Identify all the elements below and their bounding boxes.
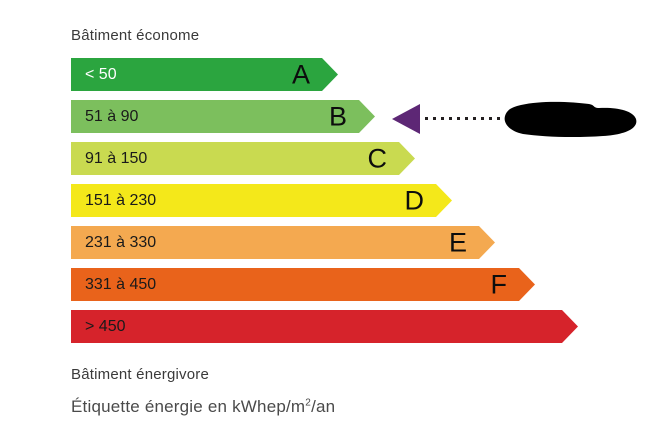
bar-arrow-shape [71,226,495,259]
bar-range-label: 51 à 90 [85,107,139,125]
energy-class-bar-c: 91 à 150 C [71,142,415,175]
energy-class-bar-a: < 50 A [71,58,338,91]
units-prefix: Étiquette énergie en kWhep/m [71,397,306,416]
bar-range-label: 91 à 150 [85,149,148,167]
bar-arrow-shape [71,58,338,91]
left-triangle-icon [392,104,420,134]
bar-class-letter-f: F [490,269,508,299]
caption-energy-intensive-building: Bâtiment énergivore [71,366,210,383]
bar-class-letter-a: A [291,59,310,89]
caption-economical-building: Bâtiment économe [71,27,200,44]
bar-class-letter-c: C [367,143,388,173]
energy-class-bar-b: 51 à 90 B [71,100,375,133]
energy-class-bar-e: 231 à 330 E [71,226,495,259]
bar-range-label: > 450 [85,317,126,335]
dotted-leader-line [425,117,507,120]
bar-class-letter-d: D [404,185,425,215]
bar-arrow-shape [71,268,535,301]
bar-arrow-shape [71,184,452,217]
units-caption: Étiquette énergie en kWhep/m2/an [71,397,335,417]
energy-class-bar-d: 151 à 230 D [71,184,452,217]
redaction-blob [504,101,637,138]
bar-class-letter-e: E [448,227,467,257]
bar-range-label: < 50 [85,65,117,83]
energy-class-bar-g: > 450 [71,310,578,343]
bar-class-letter-b: B [328,101,347,131]
bar-arrow-shape [71,100,375,133]
bar-range-label: 231 à 330 [85,233,157,251]
units-exponent: 2 [305,397,312,409]
energy-class-bar-f: 331 à 450 F [71,268,535,301]
bar-range-label: 331 à 450 [85,275,157,293]
bar-arrow-shape [71,142,415,175]
bar-range-label: 151 à 230 [85,191,157,209]
units-suffix: /an [311,397,336,416]
bar-arrow-shape [71,310,578,343]
